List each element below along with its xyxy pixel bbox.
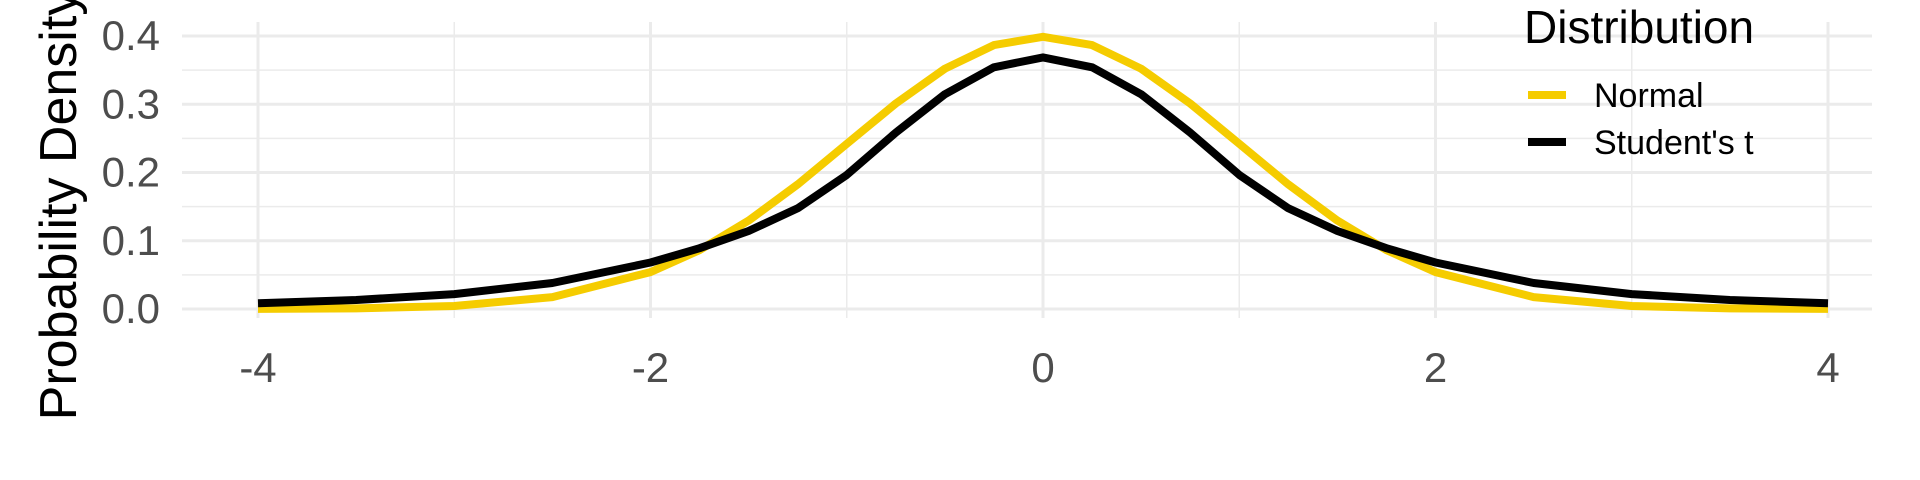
series-line-normal — [257, 32, 1829, 313]
y-tick-label: 0.4 — [102, 12, 160, 59]
x-tick-label: -4 — [239, 344, 276, 391]
x-tick-label: -2 — [632, 344, 669, 391]
series-lines — [257, 32, 1829, 313]
legend-label-students-t: Student's t — [1594, 124, 1754, 162]
legend-items: Normal Student's t — [1528, 77, 1754, 162]
y-tick-label: 0.0 — [102, 285, 160, 332]
series-line-students-t — [257, 53, 1829, 308]
legend-label-normal: Normal — [1594, 77, 1704, 115]
x-tick-label: 4 — [1816, 344, 1839, 391]
y-tick-label: 0.3 — [102, 80, 160, 127]
y-axis-ticks: 0.0 0.1 0.2 0.3 0.4 — [102, 12, 160, 332]
y-tick-label: 0.1 — [102, 217, 160, 264]
legend: Distribution Normal Student's t — [1524, 1, 1754, 162]
x-tick-label: 0 — [1031, 344, 1054, 391]
grid — [182, 22, 1872, 318]
x-tick-label: 2 — [1424, 344, 1447, 391]
x-axis-ticks: -4 -2 0 2 4 — [239, 344, 1839, 391]
legend-title: Distribution — [1524, 1, 1754, 53]
y-axis-title: Probability Density — [30, 0, 88, 420]
y-tick-label: 0.2 — [102, 149, 160, 196]
